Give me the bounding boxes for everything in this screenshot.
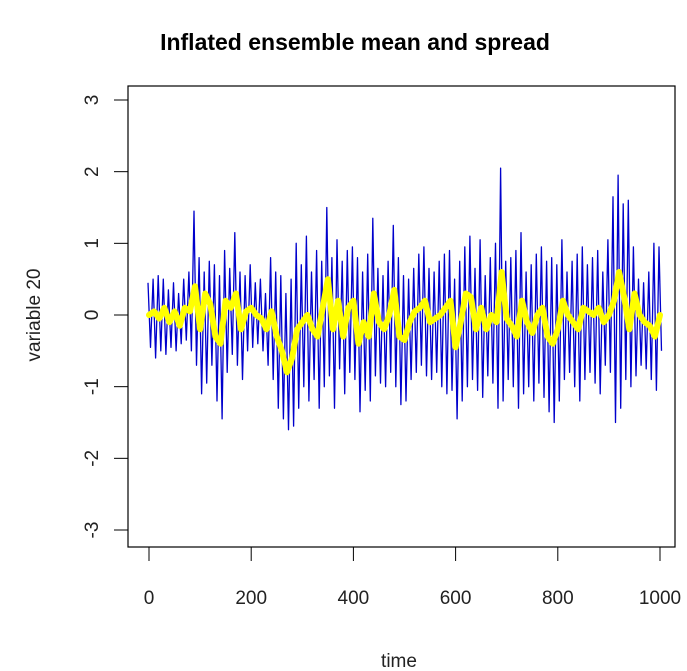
x-tick-label: 600 [440,588,472,609]
x-tick-label: 800 [542,588,574,609]
x-axis-label: time [381,651,417,671]
y-tick-label: 3 [82,95,103,106]
y-tick-label: -1 [82,378,103,395]
y-tick-label: -2 [82,450,103,467]
series-layer [148,168,662,430]
y-axis-label: variable 20 [24,269,45,362]
chart-title: Inflated ensemble mean and spread [160,29,550,55]
x-tick-label: 400 [338,588,370,609]
y-tick-label: 2 [82,166,103,177]
x-tick-label: 1000 [639,588,681,609]
y-tick-label: 1 [82,238,103,249]
y-tick-label: -3 [82,522,103,539]
x-tick-label: 200 [235,588,267,609]
y-axis: -3 -2 -1 0 1 2 3 [82,95,128,539]
x-axis: 0 200 400 600 800 1000 [144,547,681,609]
y-tick-label: 0 [82,310,103,321]
x-tick-label: 0 [144,588,155,609]
